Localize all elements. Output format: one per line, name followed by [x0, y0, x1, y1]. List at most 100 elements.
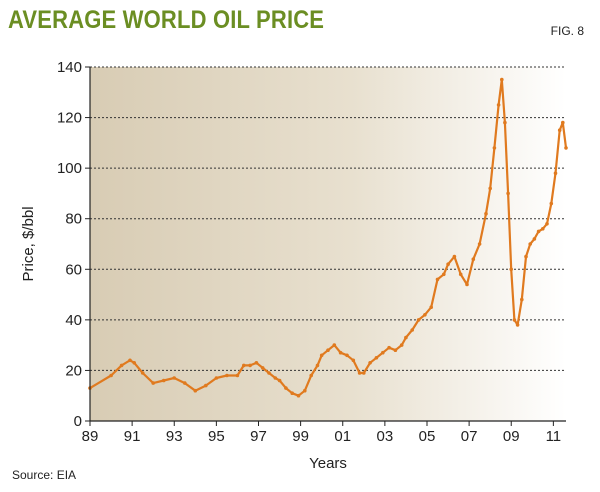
data-point	[260, 366, 265, 370]
data-point	[267, 371, 271, 375]
y-tick-label: 80	[65, 211, 82, 228]
data-point	[273, 376, 278, 380]
data-point	[248, 363, 252, 368]
data-point	[442, 272, 446, 277]
data-point	[446, 262, 450, 267]
data-point	[161, 378, 166, 383]
data-point	[435, 277, 440, 282]
chart-title: AVERAGE WORLD OIL PRICE	[8, 6, 325, 34]
data-point	[484, 211, 488, 216]
data-point	[193, 388, 198, 393]
x-tick-label: 07	[461, 428, 478, 445]
data-point	[357, 371, 362, 375]
data-point	[309, 373, 314, 378]
data-point	[225, 373, 229, 378]
data-point	[423, 313, 427, 317]
data-point	[374, 356, 379, 360]
data-point	[458, 272, 463, 277]
data-point	[532, 237, 537, 241]
data-point	[488, 186, 493, 191]
data-point	[254, 361, 259, 365]
x-tick-label: 91	[124, 428, 141, 445]
data-point	[381, 350, 385, 355]
data-point	[512, 318, 517, 322]
data-point	[496, 103, 501, 107]
x-tick-label: 99	[292, 428, 309, 445]
data-point	[541, 227, 545, 231]
data-point	[290, 391, 295, 396]
data-point	[119, 363, 124, 368]
x-tick-label: 97	[250, 428, 267, 445]
data-point	[345, 353, 349, 358]
data-point	[235, 373, 240, 378]
data-point	[564, 146, 568, 150]
tick-labels: 0 20 40 60 80 100 120 140 89 91 93 95 97 99 01 03 05 07 09…	[57, 59, 561, 445]
data-point	[387, 345, 391, 350]
data-point	[204, 383, 208, 388]
data-point	[471, 257, 476, 262]
data-point	[452, 254, 457, 259]
data-point	[404, 335, 408, 340]
data-point	[536, 229, 541, 234]
x-tick-label: 89	[82, 428, 99, 445]
data-point	[477, 242, 482, 246]
data-point	[520, 297, 524, 302]
data-point	[524, 254, 528, 259]
y-tick-label: 0	[74, 413, 82, 430]
data-point	[338, 350, 343, 355]
x-tick-label: 05	[419, 428, 436, 445]
data-point	[128, 358, 132, 363]
data-point	[429, 305, 434, 310]
data-point	[492, 146, 497, 150]
gridlines	[90, 66, 566, 371]
data-point	[416, 318, 421, 322]
x-tick-label: 03	[377, 428, 394, 445]
data-point	[549, 201, 554, 206]
data-point	[214, 376, 219, 380]
x-tick-label: 93	[166, 428, 183, 445]
data-point	[557, 128, 562, 132]
source-note: Source: EIA	[12, 468, 77, 482]
data-point	[140, 371, 145, 375]
data-point	[332, 343, 337, 347]
x-tick-label: 09	[503, 428, 520, 445]
data-point	[362, 371, 366, 375]
data-point	[151, 381, 155, 385]
data-point	[500, 77, 504, 82]
data-point	[296, 393, 301, 398]
data-point	[368, 361, 372, 365]
data-point	[545, 222, 549, 226]
data-point	[351, 358, 356, 363]
data-point	[326, 348, 330, 353]
data-point	[319, 353, 324, 358]
axes	[85, 66, 566, 426]
x-tick-label: 11	[546, 428, 562, 445]
y-tick-label: 20	[65, 362, 82, 379]
data-point	[561, 120, 565, 125]
data-point	[399, 343, 404, 347]
data-point	[132, 361, 136, 365]
figure-label: FIG. 8	[550, 24, 584, 38]
data-point	[315, 363, 320, 368]
y-tick-label: 40	[65, 312, 82, 329]
x-tick-label: 01	[334, 428, 351, 445]
data-point	[515, 323, 520, 327]
data-point	[183, 381, 187, 385]
x-tick-label: 95	[208, 428, 225, 445]
y-tick-label: 60	[65, 261, 82, 278]
data-point	[509, 267, 513, 272]
data-point	[242, 363, 246, 368]
y-tick-label: 120	[57, 110, 82, 127]
series-layer	[88, 77, 568, 398]
data-point	[284, 386, 288, 390]
data-point	[393, 348, 398, 353]
data-point	[503, 120, 507, 125]
y-axis-label: Price, $/bbl	[20, 206, 37, 281]
data-point	[528, 242, 532, 246]
data-point	[277, 378, 282, 383]
data-point	[303, 388, 307, 393]
data-point	[172, 376, 176, 380]
data-point	[109, 373, 113, 378]
y-tick-label: 100	[57, 160, 82, 177]
